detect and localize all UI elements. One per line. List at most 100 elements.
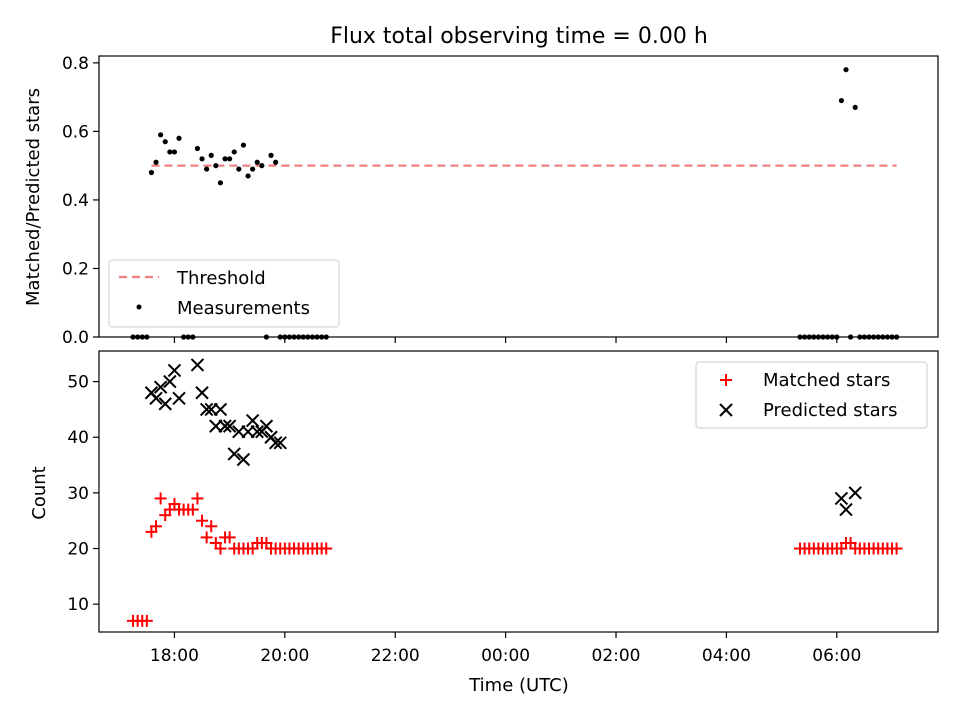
top-legend: Threshold Measurements (108, 259, 340, 328)
matched-stars-marker (150, 520, 163, 533)
measurement-point (194, 145, 201, 152)
x-tick-label: 02:00 (592, 646, 641, 666)
bottom-y-tick-label: 50 (67, 373, 89, 393)
bottom-x-ticks: 18:00 20:00 22:00 00:00 02:00 04:00 06:00 (150, 632, 861, 666)
top-legend-box (108, 259, 340, 328)
bottom-series-layer (127, 358, 903, 627)
predicted-stars-marker (273, 436, 287, 450)
measurement-point (240, 142, 247, 148)
matched-stars-marker (200, 531, 213, 544)
predicted-stars-marker (218, 419, 232, 433)
chart-title: Flux total observing time = 0.00 h (330, 24, 708, 49)
legend-predicted-swatch (719, 403, 733, 417)
predicted-stars-marker (250, 424, 264, 439)
measurement-point (843, 67, 849, 73)
top-y-tick-label: 0.2 (62, 259, 89, 279)
predicted-stars-marker (222, 419, 237, 433)
bottom-y-tick-label: 30 (67, 484, 89, 504)
predicted-stars-marker (213, 402, 228, 417)
measurement-point (148, 169, 155, 176)
predicted-stars-marker (167, 363, 182, 378)
top-x-ticks (173, 337, 838, 343)
predicted-stars-marker (153, 380, 168, 394)
bottom-y-ticks: 10 20 30 40 50 (67, 373, 99, 615)
measurement-point (208, 152, 214, 158)
predicted-stars-marker (227, 447, 241, 461)
matched-stars-marker (205, 520, 218, 533)
measurement-point (162, 139, 168, 145)
measurement-point (259, 163, 265, 169)
predicted-stars-marker (163, 374, 177, 389)
matched-stars-marker (223, 531, 236, 544)
matched-stars-marker (214, 542, 227, 555)
legend-matched-label: Matched stars (763, 370, 890, 391)
bottom-y-tick-label: 20 (67, 540, 89, 560)
measurement-point (217, 180, 224, 186)
x-tick-label: 00:00 (481, 646, 530, 666)
predicted-stars-marker (158, 397, 172, 411)
count-panel: Count Time (UTC) 10 20 30 40 50 18:00 20:00 22… (29, 350, 939, 696)
measurement-point (158, 132, 164, 138)
measurement-point (838, 97, 845, 104)
top-y-tick-label: 0.4 (62, 191, 89, 211)
measurement-point (273, 159, 279, 165)
matched-stars-marker (320, 542, 333, 555)
measurement-point (250, 166, 256, 172)
bottom-plot-frame (98, 350, 939, 633)
top-y-tick-label: 0.6 (62, 122, 89, 142)
legend-matched-swatch (720, 374, 732, 386)
matched-stars-marker (191, 492, 204, 505)
measurement-point (199, 156, 205, 162)
bottom-legend: Matched stars Predicted stars (695, 361, 928, 429)
bottom-legend-box (695, 361, 928, 429)
x-axis-label: Time (UTC) (468, 675, 569, 696)
measurement-point (268, 152, 274, 158)
matched-stars-marker (196, 514, 209, 527)
predicted-stars-marker (172, 391, 186, 406)
matched-stars-marker (186, 503, 199, 516)
measurement-point (852, 104, 858, 111)
measurement-point (213, 163, 219, 169)
bottom-y-tick-label: 10 (67, 595, 89, 615)
measurement-point (236, 166, 242, 172)
legend-predicted-label: Predicted stars (763, 400, 897, 421)
legend-measurements-swatch (136, 304, 142, 310)
predicted-stars-marker (834, 491, 849, 506)
measurement-point (204, 166, 210, 172)
matched-stars-marker (154, 492, 167, 505)
predicted-stars-marker (149, 391, 163, 406)
measurement-point (171, 149, 178, 155)
measurement-point (245, 173, 251, 179)
x-tick-label: 06:00 (812, 646, 861, 666)
x-tick-label: 04:00 (702, 646, 751, 666)
top-y-ticks: 0.0 0.2 0.4 0.6 0.8 (62, 54, 99, 348)
measurement-point (167, 149, 173, 155)
measurement-point (227, 156, 233, 162)
bottom-y-tick-label: 40 (67, 428, 89, 448)
legend-threshold-label: Threshold (176, 268, 266, 289)
measurement-point (254, 159, 260, 165)
x-tick-label: 20:00 (260, 646, 309, 666)
measurement-point (222, 156, 228, 162)
top-y-tick-label: 0.0 (62, 328, 89, 348)
top-plot-frame (98, 55, 939, 338)
predicted-stars-marker (195, 386, 209, 400)
predicted-stars-marker (839, 502, 853, 517)
legend-measurements-label: Measurements (177, 298, 310, 319)
bottom-y-axis-label: Count (29, 466, 50, 519)
predicted-stars-marker (848, 486, 862, 500)
top-y-tick-label: 0.8 (62, 54, 89, 74)
ratio-panel: Flux total observing time = 0.00 h Match… (23, 24, 939, 348)
measurement-point (153, 159, 159, 165)
x-tick-label: 18:00 (150, 646, 199, 666)
measurement-point (231, 149, 237, 155)
predicted-stars-marker (245, 413, 260, 428)
matched-stars-marker (890, 542, 903, 555)
predicted-stars-marker (190, 358, 205, 372)
matched-stars-marker (140, 614, 153, 627)
measurement-point (176, 135, 182, 141)
top-y-axis-label: Matched/Predicted stars (23, 88, 44, 306)
predicted-stars-marker (236, 452, 251, 467)
predicted-stars-marker (199, 402, 214, 417)
